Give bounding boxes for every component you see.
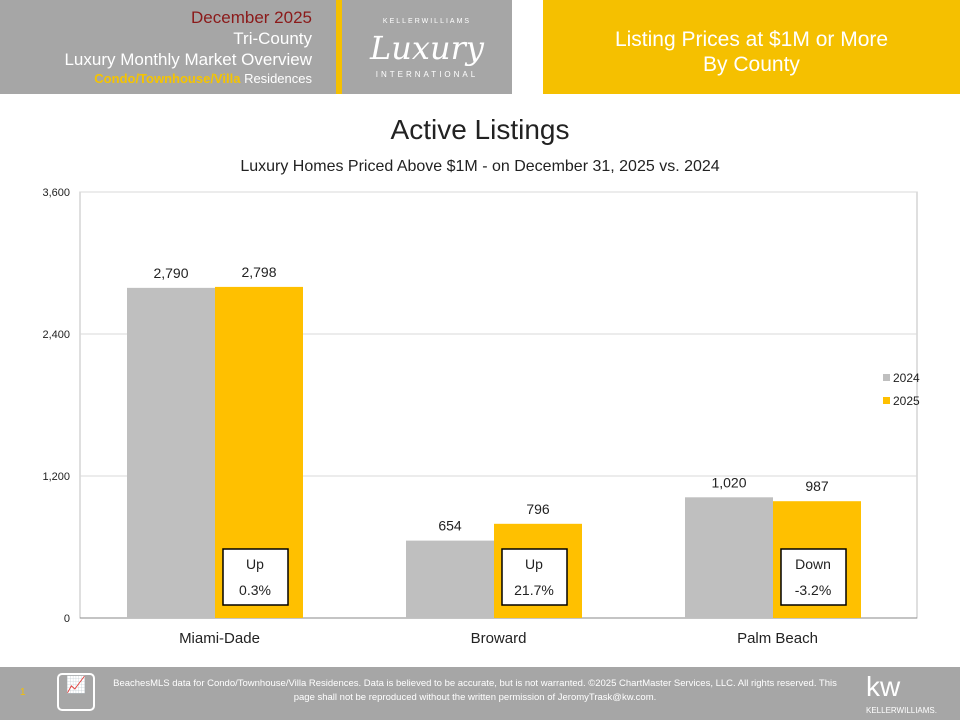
bar-2024 (127, 287, 215, 618)
change-box (501, 548, 568, 606)
page-number: 1 (20, 687, 26, 698)
logo-bottom: INTERNATIONAL (375, 70, 479, 79)
x-tick-label: Broward (471, 630, 527, 647)
y-tick-label: 3,600 (42, 187, 70, 199)
x-tick-label: Palm Beach (737, 630, 818, 647)
header-info: December 2025 Tri-County Luxury Monthly … (0, 0, 336, 94)
y-tick-label: 0 (64, 613, 70, 625)
region: Tri-County (233, 29, 312, 48)
change-box (780, 548, 847, 606)
chartmaster-logo: 📈 (57, 673, 95, 711)
change-percent: 21.7% (514, 582, 554, 598)
property-suffix: Residences (244, 71, 312, 86)
change-direction: Down (795, 556, 831, 572)
data-label: 1,020 (711, 474, 746, 490)
legend-swatch (883, 397, 890, 404)
change-direction: Up (525, 556, 543, 572)
chart-subtitle: Luxury Homes Priced Above $1M - on Decem… (240, 158, 720, 175)
y-tick-label: 2,400 (42, 329, 70, 341)
report-name: Luxury Monthly Market Overview (64, 50, 312, 69)
kw-mark: kw (866, 671, 901, 702)
x-tick-label: Miami-Dade (179, 630, 260, 647)
logo-top: KELLERWILLIAMS (382, 18, 472, 25)
data-label: 2,798 (241, 264, 276, 280)
change-direction: Up (246, 556, 264, 572)
chart-title: Active Listings (390, 114, 570, 145)
property-type: Condo/Townhouse/Villa Residences (0, 70, 312, 87)
disclaimer: BeachesMLS data for Condo/Townhouse/Vill… (113, 678, 837, 703)
kw-name: KELLERWILLIAMS. (866, 706, 937, 715)
data-label: 654 (438, 518, 462, 534)
bar-2024 (685, 497, 773, 618)
property-type-label: Condo/Townhouse/Villa (94, 71, 241, 86)
chart-up-icon: 📈 (66, 677, 86, 694)
bar-2024 (406, 540, 494, 618)
legend-label: 2024 (893, 371, 920, 385)
logo-main: Luxury (370, 29, 484, 67)
divider (336, 0, 342, 94)
report-date: December 2025 (191, 8, 312, 27)
topic-line-1: Listing Prices at $1M or More (614, 28, 889, 51)
header-topic: Listing Prices at $1M or More By County (543, 0, 960, 94)
legend-label: 2025 (893, 394, 920, 408)
bar-chart: 0 1,200 2,400 3,600 2,790 2,798 Miami-Dade Up 0.… (42, 187, 920, 647)
kw-luxury-logo: KELLERWILLIAMS Luxury INTERNATIONAL (342, 0, 512, 94)
data-label: 2,790 (153, 265, 188, 281)
change-box (222, 548, 289, 606)
data-label: 796 (526, 501, 550, 517)
topic-line-2: By County (703, 53, 800, 76)
change-percent: -3.2% (795, 582, 832, 598)
data-label: 987 (805, 478, 829, 494)
kw-logo: kw KELLERWILLIAMS. (866, 669, 937, 717)
change-percent: 0.3% (239, 582, 271, 598)
footer: 1 📈 BeachesMLS data for Condo/Townhouse/… (0, 667, 960, 720)
legend-swatch (883, 374, 890, 381)
y-tick-label: 1,200 (42, 471, 70, 483)
